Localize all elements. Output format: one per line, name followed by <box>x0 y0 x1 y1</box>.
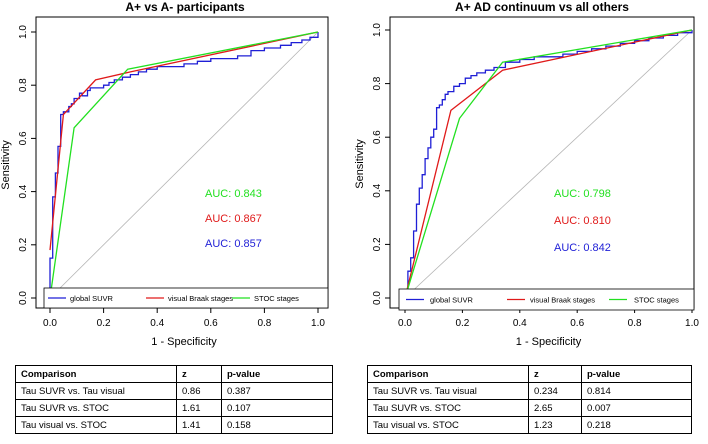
y-tick-label: 0.6 <box>372 130 383 144</box>
table-row: Tau visual vs. STOC 1.41 0.158 <box>15 416 333 434</box>
x-tick-label: 0.8 <box>628 318 642 329</box>
y-tick-label: 0.6 <box>18 131 29 145</box>
comparison-cell: Tau SUVR vs. STOC <box>367 399 529 417</box>
y-axis-label: Sensitivity <box>354 139 366 189</box>
legend-label: visual Braak stages <box>530 296 595 305</box>
x-axis-label: 1 - Specificity <box>151 336 217 348</box>
table-row: Tau visual vs. STOC 1.23 0.218 <box>367 416 692 434</box>
table-row: Tau SUVR vs. STOC 2.65 0.007 <box>367 399 692 417</box>
auc-label: AUC: 0.843 <box>205 188 262 200</box>
x-tick-label: 0.6 <box>204 318 218 329</box>
table-row: Tau SUVR vs. Tau visual 0.234 0.814 <box>367 382 692 400</box>
comparison-cell: Tau SUVR vs. Tau visual <box>15 382 177 400</box>
y-tick-label: 0.8 <box>18 78 29 92</box>
x-tick-label: 0.6 <box>570 318 584 329</box>
y-tick-label: 1.0 <box>372 23 383 37</box>
y-axis-label: Sensitivity <box>0 140 12 190</box>
roc-curve-stoc-stages <box>49 31 319 299</box>
x-axis-label: 1 - Specificity <box>516 336 582 348</box>
table-row: Tau SUVR vs. STOC 1.61 0.107 <box>15 399 333 417</box>
comparison-cell: Tau SUVR vs. STOC <box>15 399 177 417</box>
z-cell: 0.234 <box>528 382 582 400</box>
x-tick-label: 1.0 <box>685 318 699 329</box>
x-tick-label: 1.0 <box>311 318 325 329</box>
roc-curve-visual-braak-stages <box>49 31 319 251</box>
reference-diagonal <box>404 29 693 299</box>
y-tick-label: 1.0 <box>18 25 29 39</box>
plot-frame <box>389 16 695 309</box>
auc-label: AUC: 0.842 <box>554 242 611 254</box>
x-tick-label: 0.2 <box>97 318 111 329</box>
chart-title: A+ vs A- participants <box>125 0 245 14</box>
x-tick-label: 0.0 <box>43 318 57 329</box>
column-header-z: z <box>528 365 582 383</box>
legend-label: visual Braak stages <box>168 294 233 303</box>
roc-curve-visual-braak-stages <box>404 29 693 299</box>
chart-title: A+ AD continuum vs all others <box>455 0 629 14</box>
column-header-z: z <box>176 365 222 383</box>
y-tick-label: 0.2 <box>372 237 383 251</box>
legend-box <box>43 287 329 309</box>
p-value-cell: 0.218 <box>581 416 692 434</box>
p-value-cell: 0.814 <box>581 382 692 400</box>
auc-label: AUC: 0.810 <box>554 215 611 227</box>
p-value-cell: 0.107 <box>221 399 333 417</box>
legend-box <box>398 288 695 311</box>
y-tick-label: 0.4 <box>372 183 383 197</box>
roc-chart-ad-continuum: A+ AD continuum vs all others 0.0 0.2 0.4 0.… <box>354 0 699 348</box>
comparison-cell: Tau visual vs. STOC <box>367 416 529 434</box>
table-row: Tau SUVR vs. Tau visual 0.86 0.387 <box>15 382 333 400</box>
z-cell: 1.23 <box>528 416 582 434</box>
x-tick-label: 0.2 <box>455 318 469 329</box>
roc-curve-stoc-stages <box>404 29 693 299</box>
legend-label: STOC stages <box>254 294 299 303</box>
table-header-row: Comparison z p-value <box>367 365 692 383</box>
p-value-cell: 0.387 <box>221 382 333 400</box>
column-header-p-value: p-value <box>581 365 692 383</box>
comparison-cell: Tau SUVR vs. Tau visual <box>367 382 529 400</box>
auc-label: AUC: 0.867 <box>205 213 262 225</box>
legend-label: global SUVR <box>70 294 114 303</box>
legend-label: global SUVR <box>430 296 474 305</box>
y-tick-label: 0.0 <box>372 291 383 305</box>
y-tick-label: 0.2 <box>18 237 29 251</box>
reference-diagonal <box>49 31 319 299</box>
p-value-cell: 0.007 <box>581 399 692 417</box>
legend-label: STOC stages <box>634 296 679 305</box>
auc-label: AUC: 0.798 <box>554 188 611 200</box>
z-cell: 1.41 <box>176 416 222 434</box>
auc-label: AUC: 0.857 <box>205 238 262 250</box>
p-value-cell: 0.158 <box>221 416 333 434</box>
column-header-comparison: Comparison <box>15 365 177 383</box>
table-header-row: Comparison z p-value <box>15 365 333 383</box>
x-tick-label: 0.4 <box>513 318 527 329</box>
column-header-comparison: Comparison <box>367 365 529 383</box>
y-tick-label: 0.0 <box>18 291 29 305</box>
z-cell: 1.61 <box>176 399 222 417</box>
z-cell: 2.65 <box>528 399 582 417</box>
x-tick-label: 0.4 <box>150 318 164 329</box>
y-tick-label: 0.8 <box>372 76 383 90</box>
z-cell: 0.86 <box>176 382 222 400</box>
comparison-table-amyloid: Comparison z p-value Tau SUVR vs. Tau vi… <box>15 365 333 434</box>
x-tick-label: 0.8 <box>257 318 271 329</box>
comparison-cell: Tau visual vs. STOC <box>15 416 177 434</box>
column-header-p-value: p-value <box>221 365 333 383</box>
comparison-table-ad-continuum: Comparison z p-value Tau SUVR vs. Tau vi… <box>367 365 692 434</box>
x-tick-label: 0.0 <box>398 318 412 329</box>
roc-curve-global-suvr <box>405 30 693 299</box>
y-tick-label: 0.4 <box>18 184 29 198</box>
roc-chart-amyloid: A+ vs A- participants 0.0 0.2 0.4 0.6 0.8 1.0 1… <box>0 0 329 348</box>
